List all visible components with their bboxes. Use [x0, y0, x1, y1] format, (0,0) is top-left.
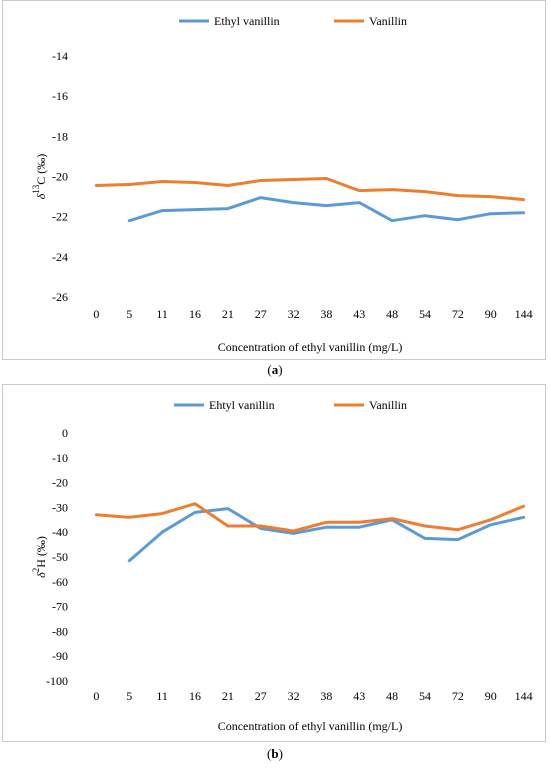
y-tick-label: -10: [52, 451, 68, 465]
x-tick-label: 48: [386, 689, 398, 703]
x-tick-label: 11: [156, 307, 168, 321]
chart-panel-a: Ethyl vanillin Vanillin -14 -16 -18 -20 -22 -24…: [2, 0, 546, 360]
x-tick-label: 48: [386, 307, 398, 321]
y-tick-label: 0: [62, 426, 68, 440]
y-tick-label: -20: [52, 170, 68, 184]
y-tick-label: -90: [52, 649, 68, 663]
legend-label-1: Vanillin: [369, 14, 407, 28]
x-tick-label: 32: [288, 689, 300, 703]
x-tick-label: 38: [320, 689, 332, 703]
series-line-0: [127, 196, 526, 223]
legend-label-0: Ethyl vanillin: [214, 14, 280, 28]
y-tick-label: -16: [52, 89, 68, 103]
y-tick-label: -100: [46, 674, 68, 688]
y-axis-label-sup: 2: [31, 568, 41, 573]
x-tick-label: 21: [222, 307, 234, 321]
x-tick-label: 54: [419, 307, 431, 321]
y-axis-label: δ13C (‰): [31, 154, 48, 200]
caption-a: (a): [267, 362, 283, 377]
y-tick-label: -50: [52, 550, 68, 564]
y-tick-label: -18: [52, 129, 68, 143]
series-line-1: [94, 177, 526, 202]
x-tick-label: 72: [452, 689, 464, 703]
y-tick-label: -60: [52, 575, 68, 589]
x-tick-label: 16: [189, 689, 201, 703]
x-tick-label: 32: [288, 307, 300, 321]
x-tick-label: 11: [156, 689, 168, 703]
legend-label-1: Vanillin: [369, 398, 407, 412]
legend: Ethyl vanillin Vanillin: [179, 14, 407, 28]
x-tick-label: 5: [126, 689, 132, 703]
x-tick-label: 27: [255, 689, 267, 703]
chart-b-svg: Ehtyl vanillin Vanillin 0 -10 -20 -30 -40 -50 -6…: [31, 398, 533, 733]
legend: Ehtyl vanillin Vanillin: [174, 398, 407, 412]
series-line-0: [127, 507, 526, 563]
chart-a-svg: Ethyl vanillin Vanillin -14 -16 -18 -20 -22 -24…: [31, 14, 533, 354]
y-tick-label: -80: [52, 624, 68, 638]
y-tick-label: -22: [52, 210, 68, 224]
x-tick-label: 0: [93, 307, 99, 321]
x-tick-label: 72: [452, 307, 464, 321]
x-tick-label: 27: [255, 307, 267, 321]
y-axis-label-delta: δ: [34, 572, 48, 578]
y-tick-label: -70: [52, 600, 68, 614]
x-tick-label: 90: [485, 307, 497, 321]
y-tick-label: -24: [52, 250, 68, 264]
x-tick-label: 0: [93, 689, 99, 703]
x-tick-label: 144: [515, 689, 533, 703]
y-tick-label: -26: [52, 290, 68, 304]
y-axis-label-sup: 13: [31, 184, 41, 194]
x-axis-label: Concentration of ethyl vanillin (mg/L): [218, 340, 403, 354]
x-tick-label: 5: [126, 307, 132, 321]
caption-a-label: a: [271, 362, 279, 377]
y-tick-label: -14: [52, 49, 68, 63]
y-axis-label-unit: H (‰): [34, 536, 48, 568]
x-tick-label: 54: [419, 689, 431, 703]
y-axis-label: δ2H (‰): [31, 536, 48, 578]
y-tick-label: -30: [52, 500, 68, 514]
x-tick-label: 90: [485, 689, 497, 703]
y-axis-label-unit: C (‰): [34, 154, 48, 185]
y-axis-label-delta: δ: [34, 193, 48, 199]
y-tick-label: -20: [52, 476, 68, 490]
x-tick-label: 144: [515, 307, 533, 321]
x-axis-label: Concentration of ethyl vanillin (mg/L): [218, 719, 403, 733]
x-tick-label: 43: [353, 689, 365, 703]
x-tick-label: 38: [320, 307, 332, 321]
caption-b-label: b: [271, 746, 279, 761]
chart-panel-b: Ehtyl vanillin Vanillin 0 -10 -20 -30 -40 -50 -6…: [2, 384, 546, 742]
legend-label-0: Ehtyl vanillin: [209, 398, 275, 412]
x-tick-label: 16: [189, 307, 201, 321]
y-tick-label: -40: [52, 525, 68, 539]
x-tick-label: 43: [353, 307, 365, 321]
x-tick-label: 21: [222, 689, 234, 703]
series-line-1: [94, 502, 526, 533]
caption-b: (b): [267, 746, 283, 761]
